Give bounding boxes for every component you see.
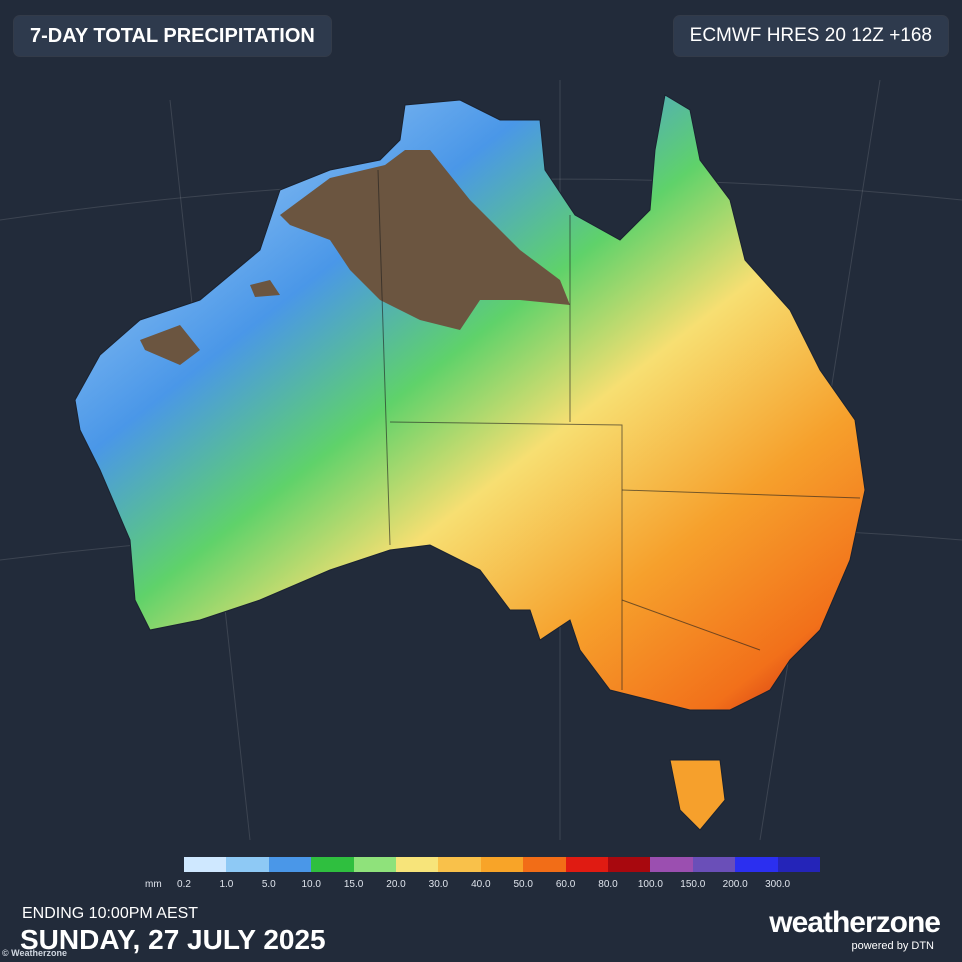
title: 7-DAY TOTAL PRECIPITATION bbox=[14, 16, 331, 56]
legend-label: 150.0 bbox=[680, 879, 706, 890]
model-label: ECMWF HRES 20 12Z +168 bbox=[673, 16, 948, 56]
legend-swatch bbox=[523, 857, 567, 872]
legend-label: 80.0 bbox=[598, 879, 618, 890]
copyright: © Weatherzone bbox=[2, 948, 67, 958]
tasmania bbox=[669, 759, 726, 831]
logo: weatherzone bbox=[769, 906, 941, 939]
legend-label: 5.0 bbox=[261, 879, 276, 890]
legend-swatch bbox=[353, 857, 397, 872]
legend-label: 100.0 bbox=[637, 879, 663, 890]
legend-swatch bbox=[396, 857, 439, 872]
legend-label: 300.0 bbox=[765, 879, 791, 890]
legend-swatch bbox=[311, 857, 355, 872]
legend-swatch bbox=[438, 857, 482, 872]
legend-label: 10.0 bbox=[301, 879, 321, 890]
ending-label: ENDING 10:00PM AEST bbox=[22, 905, 199, 922]
legend-swatch bbox=[608, 857, 651, 872]
legend-swatch bbox=[268, 857, 312, 872]
legend-label: 0.2 bbox=[177, 879, 191, 890]
legend-swatch bbox=[777, 857, 821, 872]
legend-label: 60.0 bbox=[555, 879, 576, 890]
dry-region bbox=[140, 150, 570, 365]
powered-by: powered by DTN bbox=[851, 940, 934, 952]
legend-swatch bbox=[692, 857, 736, 872]
legend: mm 0.2 1.0 5.0 10.0 15.0 20.0 30.0 40.0 50.0 60.0… bbox=[140, 857, 840, 897]
legend-swatch bbox=[480, 857, 524, 872]
legend-swatch bbox=[184, 857, 227, 872]
legend-label: 20.0 bbox=[386, 879, 406, 890]
legend-label: 40.0 bbox=[471, 879, 491, 890]
legend-label: 15.0 bbox=[343, 879, 364, 890]
legend-swatch bbox=[565, 857, 609, 872]
date-label: SUNDAY, 27 JULY 2025 bbox=[20, 924, 326, 955]
legend-label: 1.0 bbox=[219, 879, 234, 890]
legend-label: 200.0 bbox=[722, 879, 748, 890]
legend-label: 50.0 bbox=[513, 879, 533, 890]
legend-swatch bbox=[650, 857, 694, 872]
legend-label: 30.0 bbox=[428, 879, 449, 890]
mainland bbox=[74, 94, 866, 711]
legend-swatch bbox=[735, 857, 779, 872]
legend-swatch bbox=[226, 857, 270, 872]
state-borders bbox=[377, 169, 861, 690]
legend-unit: mm bbox=[145, 879, 162, 890]
